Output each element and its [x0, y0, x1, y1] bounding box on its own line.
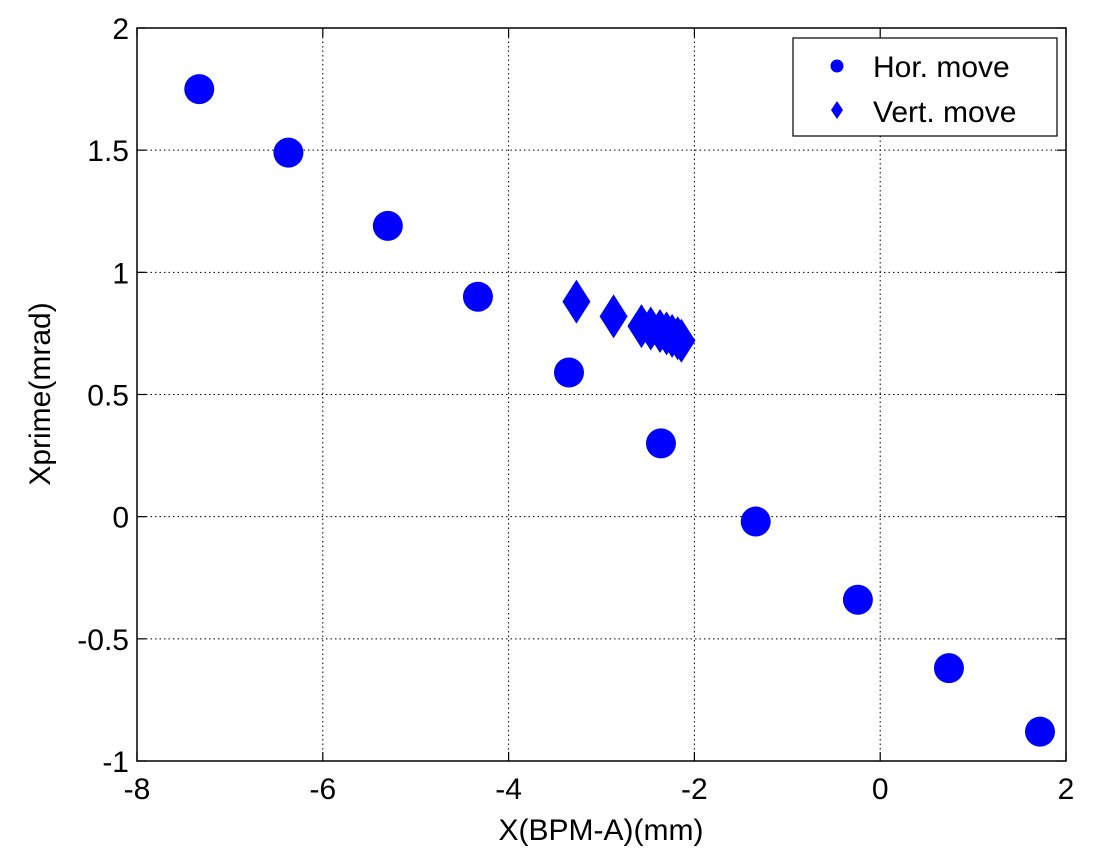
point-hor-move	[372, 210, 403, 241]
point-hor-move	[740, 506, 771, 537]
y-tick-labels: -1 -0.5 0 0.5 1 1.5 2	[77, 13, 129, 779]
point-hor-move	[933, 653, 964, 684]
point-hor-move	[1024, 716, 1055, 747]
x-axis-title: X(BPM-A)(mm)	[499, 814, 704, 847]
y-tick-label: 0	[112, 502, 129, 535]
x-tick-label: -2	[681, 773, 708, 806]
x-tick-label: -6	[309, 773, 336, 806]
y-tick-label: -1	[102, 746, 129, 779]
y-axis-title: Xprime(mrad)	[24, 302, 57, 485]
point-hor-move	[553, 357, 584, 388]
point-hor-move	[842, 584, 873, 615]
x-tick-label: 2	[1058, 773, 1075, 806]
y-tick-label: -0.5	[77, 624, 129, 657]
point-hor-move	[184, 74, 215, 105]
y-tick-label: 2	[112, 13, 129, 46]
axis-ticks	[136, 27, 1067, 762]
legend: Hor. move Vert. move	[792, 37, 1058, 137]
legend-marker-vert-move	[831, 101, 843, 119]
x-tick-label: 0	[872, 773, 889, 806]
legend-marker-hor-move	[830, 59, 844, 73]
point-vert-move	[562, 279, 591, 324]
y-tick-label: 1.5	[87, 135, 129, 168]
point-hor-move	[645, 428, 676, 459]
y-tick-label: 1	[112, 257, 129, 290]
legend-box	[792, 37, 1058, 137]
y-tick-label: 0.5	[87, 380, 129, 413]
point-vert-move	[667, 318, 696, 363]
point-hor-move	[273, 137, 304, 168]
point-hor-move	[462, 281, 493, 312]
x-tick-labels: -8 -6 -4 -2 0 2	[124, 773, 1075, 806]
legend-label-hor-move: Hor. move	[873, 51, 1010, 84]
x-tick-label: -4	[495, 773, 522, 806]
legend-label-vert-move: Vert. move	[873, 96, 1016, 129]
grid	[137, 28, 1066, 761]
x-tick-label: -8	[124, 773, 151, 806]
point-vert-move	[599, 294, 628, 339]
data-points	[184, 74, 1055, 747]
